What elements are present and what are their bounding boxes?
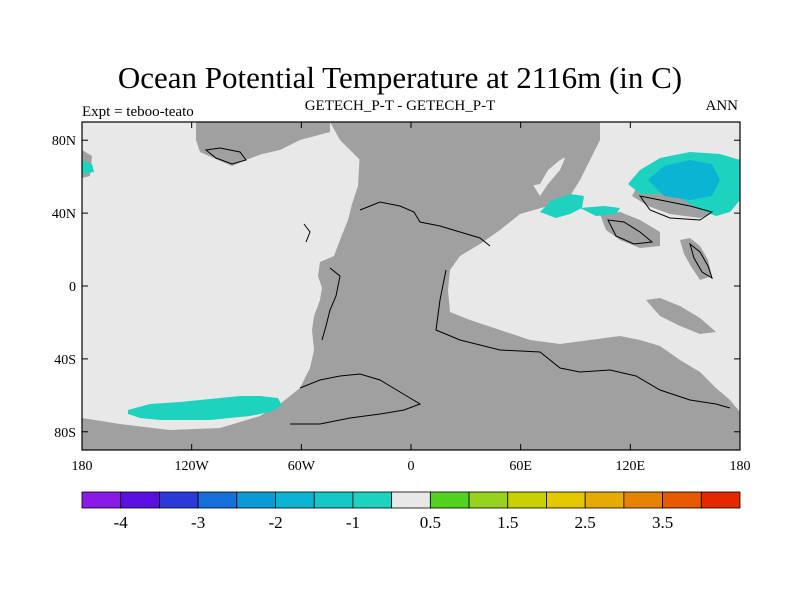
coast-line (359, 201, 491, 247)
colorbar-swatch (391, 491, 431, 509)
lon-tick-label: 60E (509, 459, 532, 474)
colorbar-swatch (546, 491, 586, 509)
land-east-islands-2 (646, 298, 716, 334)
lon-tick-label: 180 (72, 459, 93, 474)
colorbar-swatch (275, 491, 315, 509)
longitude-axis: 180 120W 60W 0 60E 120E 180 (72, 122, 751, 474)
colorbar-label: -2 (268, 513, 282, 532)
coast-line (321, 267, 341, 341)
model-label: GETECH_P-T - GETECH_P-T (304, 98, 496, 114)
colorbar-swatch (236, 491, 276, 509)
lat-tick-label: 40N (52, 207, 76, 222)
cold-patch-south-pacific (128, 396, 282, 420)
land-layer (82, 122, 740, 450)
lon-tick-label: 0 (408, 459, 415, 474)
colorbar-swatch (662, 491, 702, 509)
lon-tick-label: 180 (730, 459, 751, 474)
coast-line (638, 195, 714, 221)
colorbar-swatch (623, 491, 663, 509)
colorbar-label: 3.5 (652, 513, 673, 532)
land-north-center (330, 122, 580, 188)
lat-tick-label: 40S (54, 353, 76, 368)
plot-title: Ocean Potential Temperature at 2116m (in… (117, 60, 683, 95)
colorbar-label: -4 (114, 513, 129, 532)
lat-tick-label: 80N (52, 134, 76, 149)
colorbar-swatch (197, 491, 238, 509)
cold-patch-west (82, 160, 94, 174)
land-americas (82, 124, 740, 450)
colorbar-swatch (429, 491, 470, 509)
colorbar-label: -1 (346, 513, 360, 532)
cold-anomaly-layer (82, 152, 740, 420)
lat-tick-label: 80S (54, 426, 76, 441)
colorbar-label: 1.5 (497, 513, 518, 532)
colorbar-swatch (81, 491, 122, 509)
coast-line (435, 269, 731, 409)
coastlines (204, 147, 731, 425)
land-north-west (196, 122, 330, 166)
colorbar-swatch (352, 491, 393, 509)
colorbar-swatch (120, 491, 160, 509)
cold-patch-mid (580, 206, 620, 216)
lat-tick-label: 0 (69, 280, 76, 295)
colorbar-label: 2.5 (575, 513, 596, 532)
coast-line (303, 223, 311, 243)
map-layers (82, 122, 740, 450)
land-east-asia (540, 122, 600, 206)
coast-line (204, 147, 247, 165)
colorbar-swatch (468, 491, 509, 509)
colorbar-swatch (313, 491, 354, 509)
lon-tick-label: 120W (175, 459, 210, 474)
colorbar-swatch (700, 491, 741, 509)
season-label: ANN (705, 98, 739, 114)
colorbar-label: -3 (191, 513, 205, 532)
latitude-axis: 80N 40N 0 40S 80S (52, 134, 740, 441)
colorbar-swatch (584, 491, 625, 509)
coast-line (290, 373, 422, 425)
cold-patch-north-pacific-core (648, 160, 720, 200)
coast-line (689, 242, 713, 280)
colorbar: -4 -3 -2 -1 0.5 1.5 2.5 3.5 (81, 491, 741, 532)
lon-tick-label: 120E (616, 459, 646, 474)
cold-patch-east-asia (540, 194, 584, 218)
colorbar-label: 0.5 (420, 513, 441, 532)
lon-tick-label: 60W (288, 459, 316, 474)
colorbar-swatch (159, 491, 199, 509)
coast-line (607, 219, 654, 245)
colorbar-swatch (507, 491, 547, 509)
experiment-label: Expt = teboo-teato (82, 104, 194, 120)
land-east-arc (680, 238, 712, 280)
